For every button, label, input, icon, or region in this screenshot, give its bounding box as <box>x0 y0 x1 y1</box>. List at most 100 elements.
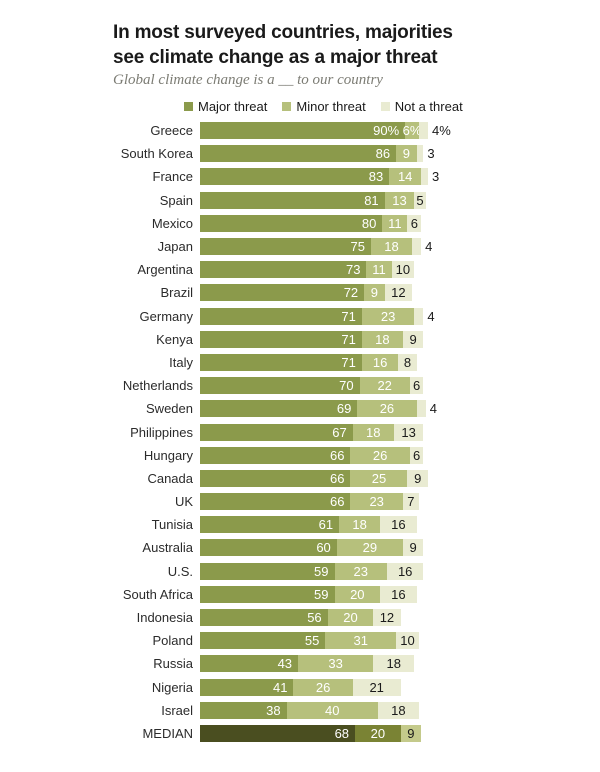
bar-segment-minor: 18 <box>339 516 381 534</box>
bar-segment-not: 16 <box>380 516 417 534</box>
bar-row: Sweden 69 26 4 <box>0 397 600 420</box>
bar-row: Italy 71 16 8 <box>0 351 600 374</box>
bar-segment-major: 56 <box>200 609 328 627</box>
stacked-bar: 90% 6% 4% <box>200 122 451 140</box>
legend-item-major-threat: Major threat <box>184 99 267 114</box>
value-label-not: 12 <box>391 285 406 301</box>
value-label-minor: 16 <box>372 354 388 370</box>
bar-row: France 83 14 3 <box>0 165 600 188</box>
stacked-bar: 41 26 21 <box>200 678 401 696</box>
value-label-minor: 18 <box>352 517 367 533</box>
bar-segment-not: 9 <box>402 539 424 557</box>
bar-row: Germany 71 23 4 <box>0 305 600 328</box>
country-label: U.S. <box>167 563 193 579</box>
value-label-not: 9 <box>409 540 417 556</box>
value-label-not: 18 <box>386 656 402 672</box>
value-label-not: 6 <box>412 378 421 394</box>
value-label-minor: 33 <box>328 656 343 672</box>
legend-label: Minor threat <box>296 99 366 114</box>
bar-segment-minor: 13 <box>384 191 415 209</box>
country-label: Russia <box>153 656 193 672</box>
bar-segment-major: 72 <box>200 284 365 302</box>
stacked-bar: 67 18 13 <box>200 423 424 441</box>
bar-row: MEDIAN 68 20 9 <box>0 722 600 745</box>
country-label: Nigeria <box>151 679 193 695</box>
stacked-bar: 38 40 18 <box>200 701 419 719</box>
value-label-not: 7 <box>407 494 415 510</box>
bar-row: South Korea 86 9 3 <box>0 142 600 165</box>
bar-row: Australia 60 29 9 <box>0 536 600 559</box>
value-label-major: 66 <box>330 470 345 486</box>
chart-title: In most surveyed countries, majorities s… <box>113 20 453 70</box>
stacked-bar: 71 16 8 <box>200 353 417 371</box>
value-label-not-outside: 4 <box>427 308 435 324</box>
bar-segment-not <box>416 145 424 163</box>
bar-segment-not: 6 <box>409 446 424 464</box>
country-label: Poland <box>152 633 193 649</box>
value-label-not-outside: 3 <box>431 169 440 185</box>
bar-segment-minor: 26 <box>350 446 410 464</box>
country-label: Philippines <box>130 424 193 440</box>
bar-segment-not: 6 <box>407 214 422 232</box>
value-label-not: 10 <box>395 262 411 278</box>
country-label: Netherlands <box>122 378 193 394</box>
value-label-not: 9 <box>414 470 422 486</box>
bar-segment-not: 6 <box>409 377 424 395</box>
stacked-bar: 66 26 6 <box>200 446 424 464</box>
value-label-not: 13 <box>401 424 416 440</box>
bar-segment-major: 71 <box>200 330 362 348</box>
stacked-bar: 73 11 10 <box>200 261 415 279</box>
bar-segment-not: 8 <box>398 353 417 371</box>
value-label-minor: 23 <box>380 308 396 324</box>
bar-row: Kenya 71 18 9 <box>0 328 600 351</box>
bar-segment-major: 70 <box>200 377 360 395</box>
bar-segment-minor: 18 <box>352 423 394 441</box>
country-label: MEDIAN <box>142 725 193 741</box>
bar-segment-not: 16 <box>386 562 424 580</box>
stacked-bar: 61 18 16 <box>200 516 417 534</box>
value-label-not: 16 <box>397 563 413 579</box>
bar-row: Spain 81 13 5 <box>0 189 600 212</box>
bar-segment-major: 68 <box>200 724 356 742</box>
value-label-minor: 20 <box>343 610 358 626</box>
bar-segment-not: 10 <box>391 261 415 279</box>
value-label-major: 73 <box>345 262 361 278</box>
legend: Major threat Minor threat Not a threat <box>184 99 463 114</box>
value-label-major: 61 <box>318 517 334 533</box>
chart-title-line2: see climate change as a major threat <box>113 47 438 68</box>
legend-item-not-a-threat: Not a threat <box>380 99 463 114</box>
country-label: Italy <box>169 354 193 370</box>
bar-segment-not: 9 <box>400 724 422 742</box>
bar-segment-not: 21 <box>352 678 401 696</box>
stacked-bar: 60 29 9 <box>200 539 424 557</box>
stacked-bar: 68 20 9 <box>200 724 422 742</box>
bar-segment-not: 7 <box>402 493 419 511</box>
value-label-major: 55 <box>304 633 320 649</box>
bar-row: Tunisia 61 18 16 <box>0 513 600 536</box>
bar-segment-not <box>414 307 424 325</box>
stacked-bar: 56 20 12 <box>200 609 401 627</box>
value-label-major: 72 <box>343 285 359 301</box>
bar-segment-minor: 33 <box>298 655 374 673</box>
bar-row: Brazil 72 9 12 <box>0 281 600 304</box>
bar-segment-major: 59 <box>200 585 335 603</box>
bar-segment-minor: 29 <box>336 539 403 557</box>
value-label-minor: 9 <box>402 146 410 162</box>
bar-row: Argentina 73 11 10 <box>0 258 600 281</box>
value-label-major: 70 <box>339 378 354 394</box>
bar-segment-not: 9 <box>407 469 428 487</box>
value-label-major: 59 <box>314 586 329 602</box>
value-label-major: 60 <box>316 540 331 556</box>
value-label-not-outside: 4% <box>431 123 451 139</box>
value-label-minor: 26 <box>315 679 331 695</box>
bar-segment-minor: 18 <box>371 238 413 256</box>
value-label-minor: 26 <box>379 401 395 417</box>
value-label-minor: 20 <box>350 586 365 602</box>
bar-segment-not: 18 <box>373 655 415 673</box>
bar-segment-major: 73 <box>200 261 367 279</box>
value-label-major: 66 <box>330 494 345 510</box>
value-label-minor: 31 <box>353 633 368 649</box>
stacked-bar: 71 18 9 <box>200 330 424 348</box>
value-label-minor: 25 <box>371 470 387 486</box>
country-label: Australia <box>142 540 193 556</box>
